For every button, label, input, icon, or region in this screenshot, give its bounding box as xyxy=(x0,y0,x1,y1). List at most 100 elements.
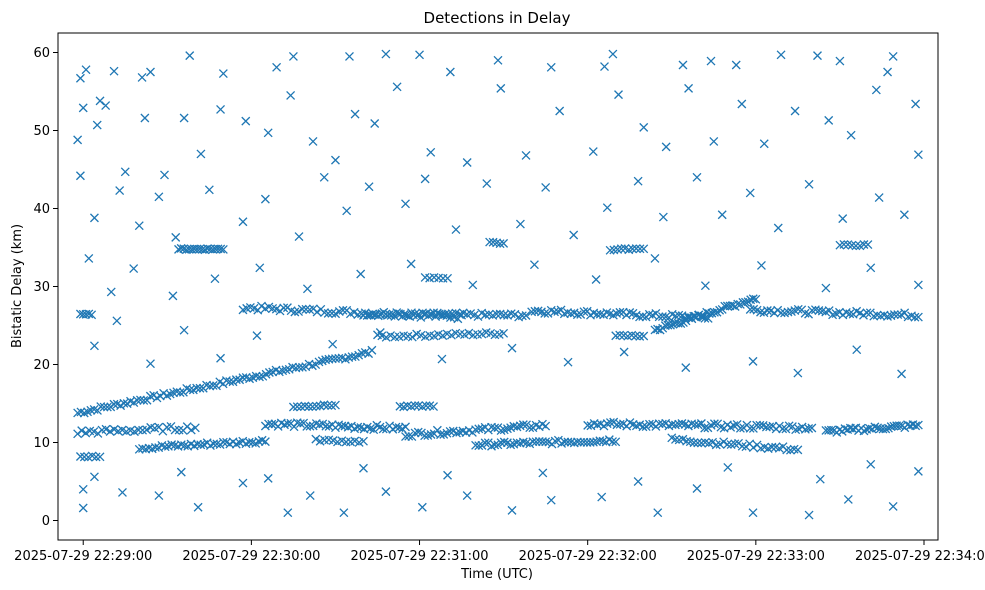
data-point xyxy=(694,310,704,320)
data-point xyxy=(689,311,699,321)
data-point xyxy=(546,62,556,72)
data-point xyxy=(255,263,265,273)
data-point xyxy=(633,477,643,486)
x-tick-label: 2025-07-29 22:31:00 xyxy=(350,549,488,564)
x-tick-label: 2025-07-29 22:34:00 xyxy=(855,549,985,564)
data-point xyxy=(864,423,874,433)
data-point xyxy=(112,316,122,326)
data-point xyxy=(195,383,205,393)
data-point xyxy=(91,452,101,462)
data-point xyxy=(370,119,380,128)
data-point xyxy=(800,308,810,318)
x-axis-ticks: 2025-07-29 22:29:00 2025-07-29 22:30:00 20… xyxy=(14,540,985,564)
data-point xyxy=(196,149,206,159)
data-point xyxy=(615,307,625,317)
data-point xyxy=(755,420,765,430)
data-point xyxy=(676,319,686,329)
data-point xyxy=(814,306,824,315)
data-point xyxy=(633,176,643,186)
data-point xyxy=(443,470,453,480)
data-point xyxy=(821,283,831,293)
data-point xyxy=(517,311,527,321)
data-point xyxy=(910,312,920,322)
data-point xyxy=(913,150,923,160)
data-point xyxy=(89,472,99,482)
data-point xyxy=(95,452,105,462)
data-point xyxy=(499,425,509,435)
data-point xyxy=(692,484,702,493)
data-point xyxy=(759,139,769,149)
data-point xyxy=(401,432,410,442)
data-point xyxy=(294,232,304,242)
data-point xyxy=(569,230,579,240)
data-point xyxy=(86,405,96,415)
data-point xyxy=(474,441,484,451)
data-point xyxy=(410,309,420,319)
data-point xyxy=(480,438,490,448)
data-point xyxy=(540,308,550,318)
data-point xyxy=(846,130,856,140)
data-point xyxy=(493,55,503,65)
data-point xyxy=(193,502,203,512)
data-point xyxy=(525,423,535,433)
data-point xyxy=(529,260,539,270)
data-point xyxy=(443,309,453,319)
data-point xyxy=(773,223,783,233)
data-point xyxy=(109,66,119,76)
data-point xyxy=(323,400,333,410)
data-point xyxy=(119,398,129,408)
data-point xyxy=(176,243,186,253)
data-point xyxy=(804,179,814,189)
data-point xyxy=(700,281,710,291)
data-point xyxy=(654,312,664,322)
data-point xyxy=(190,423,200,433)
data-point xyxy=(142,425,152,435)
data-point xyxy=(726,440,736,449)
data-point xyxy=(359,310,368,320)
data-point xyxy=(314,357,324,367)
data-point xyxy=(451,225,461,235)
data-point xyxy=(395,401,405,411)
data-point xyxy=(395,309,405,319)
data-point xyxy=(644,419,654,429)
data-point xyxy=(407,332,417,342)
data-point xyxy=(330,400,340,410)
data-point xyxy=(696,438,706,448)
data-point xyxy=(546,495,556,505)
y-tick-label: 10 xyxy=(33,436,50,451)
data-point xyxy=(140,113,150,123)
data-point xyxy=(345,51,354,61)
data-point xyxy=(682,436,692,446)
data-point xyxy=(859,426,869,436)
data-point xyxy=(436,310,446,320)
data-point xyxy=(765,422,775,432)
data-point xyxy=(251,371,261,381)
data-point xyxy=(89,341,99,351)
data-point xyxy=(499,437,509,447)
data-point xyxy=(635,331,645,341)
data-point xyxy=(359,463,368,473)
data-point xyxy=(728,300,738,310)
data-point xyxy=(429,402,439,411)
data-point xyxy=(359,436,368,446)
data-point xyxy=(378,424,388,434)
data-point xyxy=(815,474,825,484)
data-point xyxy=(518,420,528,430)
data-point xyxy=(196,440,206,450)
data-point xyxy=(843,494,853,504)
data-point xyxy=(421,401,431,411)
data-point xyxy=(297,362,307,372)
data-point xyxy=(591,275,601,284)
data-point xyxy=(384,310,394,319)
data-point xyxy=(684,83,694,93)
data-point xyxy=(391,422,401,432)
data-point xyxy=(913,312,923,322)
data-point xyxy=(716,422,726,432)
data-point xyxy=(381,49,391,59)
data-point xyxy=(602,203,612,213)
data-point xyxy=(102,402,112,412)
data-point xyxy=(602,419,612,429)
data-point xyxy=(658,212,668,222)
y-tick-label: 60 xyxy=(33,46,50,61)
